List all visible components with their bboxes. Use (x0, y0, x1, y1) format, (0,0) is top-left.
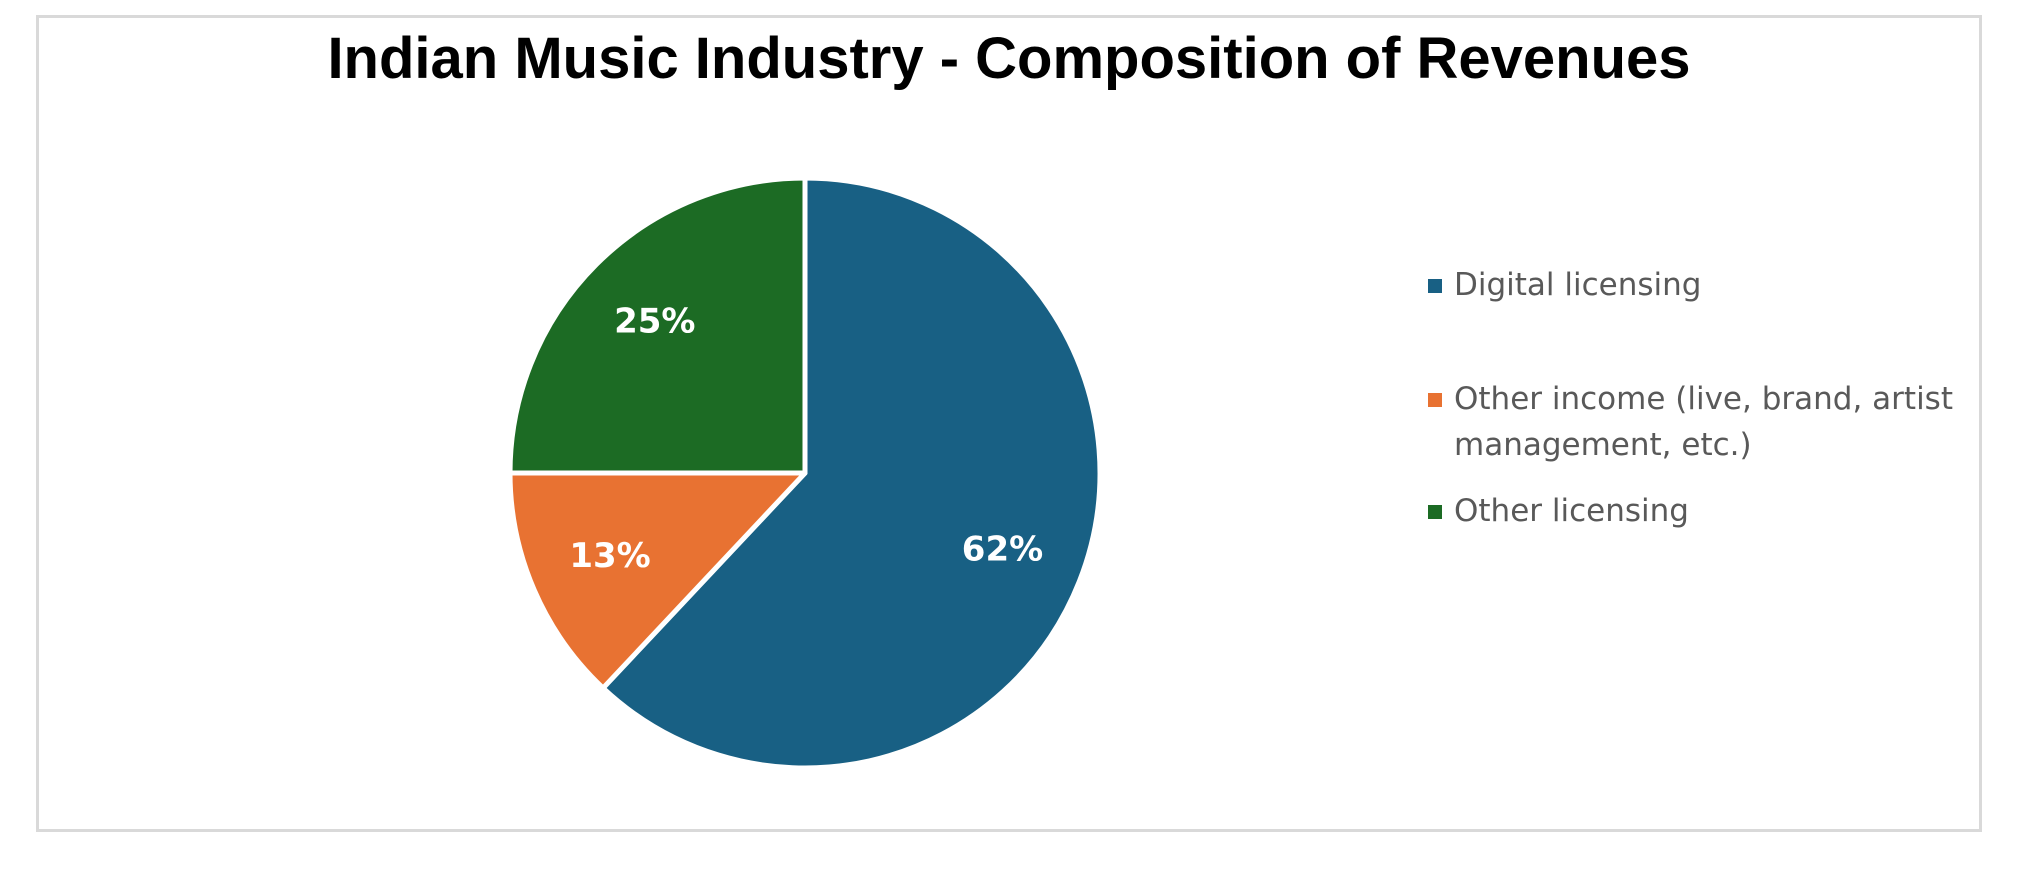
legend-swatch (1428, 279, 1442, 293)
legend-swatch (1428, 505, 1442, 519)
legend-swatch (1428, 393, 1442, 407)
legend-label: Other licensing (1454, 493, 1689, 529)
legend: Digital licensing Other income (live, br… (1428, 262, 1988, 534)
pie-slice-digital-licensing (600, 175, 1103, 771)
legend-item-other-licensing: Other licensing (1428, 488, 1988, 534)
legend-item-digital-licensing: Digital licensing (1428, 262, 1988, 308)
legend-label: Digital licensing (1454, 267, 1702, 303)
legend-label: Other income (live, brand, artist manage… (1454, 381, 1953, 463)
data-label: 25% (614, 301, 695, 341)
pie-slice-other-licensing (507, 175, 808, 476)
chart-title: Indian Music Industry - Composition of R… (327, 26, 1691, 91)
data-label: 62% (962, 530, 1043, 570)
pie-slice-other-income (507, 470, 808, 691)
data-label: 13% (569, 536, 650, 576)
legend-item-other-income: Other income (live, brand, artist manage… (1428, 376, 1988, 468)
pie-data-labels: 62% 13% 25% (569, 301, 1043, 576)
pie-slices (507, 175, 1103, 771)
